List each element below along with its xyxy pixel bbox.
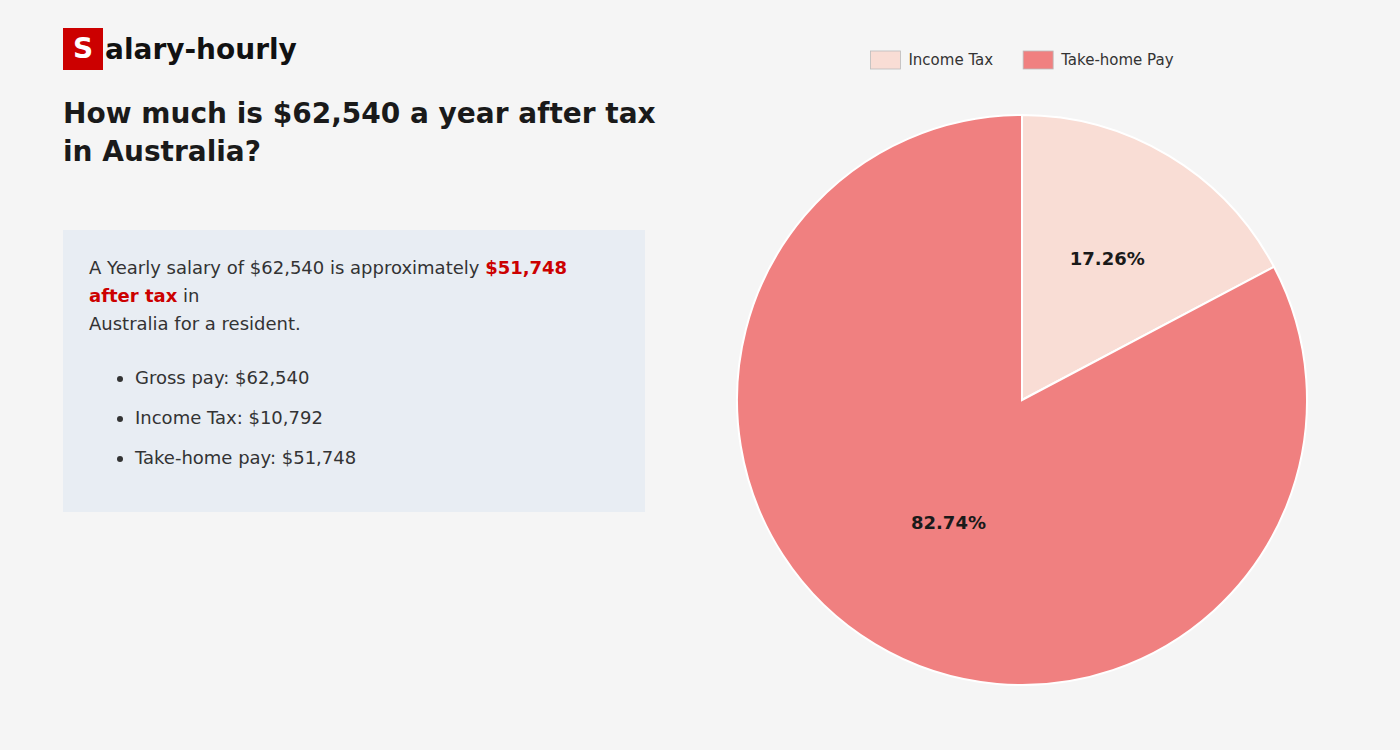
- logo-letter: S: [63, 28, 103, 70]
- body-text: A Yearly salary of $62,540 is approximat…: [89, 257, 485, 278]
- body-text: Australia for a resident.: [89, 310, 619, 338]
- body-text: A Yearly salary of $62,540 is approximat…: [89, 254, 619, 310]
- data-label: 82.74%: [911, 512, 986, 533]
- title: How much is $62,540 a year after tax in …: [63, 95, 663, 171]
- legend-label: Income Tax: [908, 51, 993, 69]
- logo: Salary-hourly: [63, 28, 297, 70]
- info-box: A Yearly salary of $62,540 is approximat…: [63, 230, 645, 512]
- bullet-item: Gross pay: $62,540: [135, 364, 619, 392]
- logo-text: alary-hourly: [105, 33, 297, 66]
- pie-slice: [737, 115, 1307, 685]
- body-text: in: [177, 285, 199, 306]
- data-labels: 17.26% 82.74%: [911, 248, 1145, 533]
- legend-label: Take-home Pay: [1060, 51, 1174, 69]
- legend: Income Tax Take-home Pay: [870, 51, 1173, 69]
- pie-chart: 17.26% 82.74% Income Tax Take-home Pay: [700, 0, 1400, 750]
- bullet-list: Gross pay: $62,540 Income Tax: $10,792 Tak…: [89, 364, 619, 472]
- legend-swatch: [1023, 51, 1053, 69]
- legend-item: Take-home Pay: [1023, 51, 1174, 69]
- body-text: Australia for a resident.: [89, 313, 301, 334]
- legend-swatch: [870, 51, 900, 69]
- data-label: 17.26%: [1070, 248, 1145, 269]
- slices: [737, 115, 1307, 685]
- legend-item: Income Tax: [870, 51, 993, 69]
- bullet-item: Income Tax: $10,792: [135, 404, 619, 432]
- bullet-item: Take-home pay: $51,748: [135, 444, 619, 472]
